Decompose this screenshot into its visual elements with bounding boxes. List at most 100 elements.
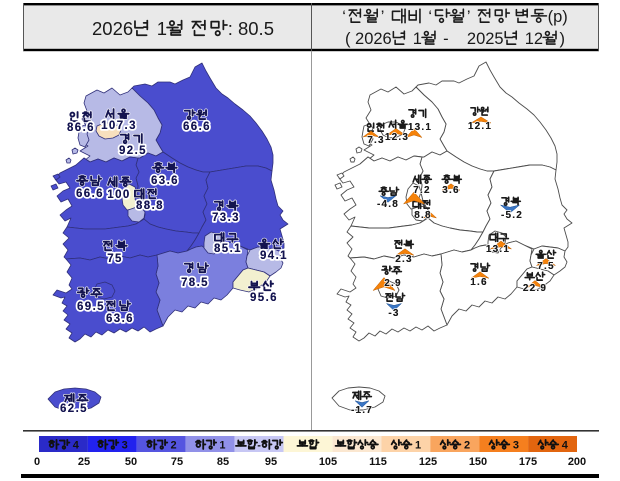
svg-text:’: ’: [467, 8, 475, 26]
svg-text:62.5: 62.5: [60, 403, 88, 415]
svg-text:88.8: 88.8: [136, 200, 164, 212]
svg-text:22.9: 22.9: [523, 283, 547, 294]
svg-text:4: 4: [70, 440, 80, 452]
svg-text:( 2026: ( 2026: [345, 30, 392, 48]
svg-text:-4.8: -4.8: [377, 199, 399, 210]
svg-text:88.8: 88.8: [136, 200, 164, 212]
svg-text:-3: -3: [388, 308, 399, 319]
svg-text:7.5: 7.5: [537, 261, 555, 272]
svg-text:175: 175: [519, 456, 537, 468]
svg-text:(p): (p): [548, 8, 568, 26]
svg-text:92.5: 92.5: [119, 145, 147, 157]
svg-text:3.6: 3.6: [442, 185, 460, 196]
svg-text:4: 4: [559, 440, 569, 452]
svg-text:7.5: 7.5: [537, 261, 555, 272]
svg-text:8.8: 8.8: [414, 210, 432, 221]
svg-text:22.9: 22.9: [523, 283, 547, 294]
svg-text:85.1: 85.1: [214, 243, 242, 255]
svg-text:- 2025: - 2025: [438, 30, 503, 48]
svg-text:66.6: 66.6: [183, 121, 211, 133]
svg-text:13.1: 13.1: [408, 122, 432, 133]
svg-text:2.3: 2.3: [395, 254, 413, 265]
svg-text:69.5: 69.5: [77, 301, 105, 313]
svg-text:1.6: 1.6: [470, 277, 488, 288]
svg-text:2: 2: [167, 440, 176, 452]
svg-text:12.1: 12.1: [468, 121, 492, 132]
svg-text:95: 95: [265, 456, 277, 468]
svg-text:-1.7: -1.7: [351, 405, 373, 416]
svg-text:75: 75: [107, 253, 123, 265]
svg-text:): ): [560, 30, 566, 48]
svg-text:75: 75: [107, 253, 123, 265]
svg-text:‘: ‘: [424, 8, 432, 26]
svg-text:25: 25: [78, 456, 90, 468]
svg-text:0: 0: [34, 456, 40, 468]
svg-text:150: 150: [469, 456, 487, 468]
svg-text:86.6: 86.6: [67, 122, 95, 134]
svg-text:100: 100: [107, 189, 130, 201]
svg-text:3: 3: [119, 440, 128, 452]
svg-text:7.2: 7.2: [413, 185, 431, 196]
svg-text:-5.2: -5.2: [501, 210, 523, 221]
svg-text:7.2: 7.2: [413, 185, 431, 196]
svg-text:13.1: 13.1: [486, 244, 510, 255]
svg-text:: 80.5: : 80.5: [228, 18, 274, 39]
svg-text:8.8: 8.8: [414, 210, 432, 221]
svg-text:92.5: 92.5: [119, 145, 147, 157]
svg-text:-5.2: -5.2: [501, 210, 523, 221]
svg-text:12.3: 12.3: [385, 132, 409, 143]
svg-text:73.3: 73.3: [212, 212, 240, 224]
svg-text:63.6: 63.6: [151, 175, 179, 187]
svg-text:115: 115: [369, 456, 387, 468]
svg-text:2026: 2026: [92, 18, 133, 39]
svg-text:-1.7: -1.7: [351, 405, 373, 416]
svg-text:1: 1: [152, 18, 167, 39]
svg-text:100: 100: [107, 189, 130, 201]
svg-text:13.1: 13.1: [408, 122, 432, 133]
svg-text:94.1: 94.1: [260, 250, 288, 262]
svg-text:105: 105: [319, 456, 337, 468]
svg-text:1.6: 1.6: [470, 277, 488, 288]
svg-text:66.6: 66.6: [76, 188, 104, 200]
svg-text:1: 1: [408, 30, 422, 48]
svg-text:200: 200: [568, 456, 586, 468]
svg-text:66.6: 66.6: [76, 188, 104, 200]
svg-text:2.9: 2.9: [384, 278, 402, 289]
svg-text:62.5: 62.5: [60, 403, 88, 415]
svg-text:1: 1: [216, 440, 225, 452]
svg-text:78.5: 78.5: [181, 277, 209, 289]
svg-text:7.3: 7.3: [367, 135, 385, 146]
svg-text:85: 85: [217, 456, 229, 468]
svg-text:86.6: 86.6: [67, 122, 95, 134]
svg-text:1: 1: [412, 440, 421, 452]
svg-text:107.3: 107.3: [101, 120, 137, 132]
svg-text:2.3: 2.3: [395, 254, 413, 265]
svg-text:78.5: 78.5: [181, 277, 209, 289]
svg-text:125: 125: [419, 456, 437, 468]
svg-text:-4.8: -4.8: [377, 199, 399, 210]
svg-text:13.1: 13.1: [486, 244, 510, 255]
svg-text:3: 3: [510, 440, 519, 452]
svg-text:107.3: 107.3: [101, 120, 137, 132]
svg-text:94.1: 94.1: [260, 250, 288, 262]
svg-text:85.1: 85.1: [214, 243, 242, 255]
svg-text:2: 2: [461, 440, 470, 452]
svg-text:‘: ‘: [342, 8, 346, 26]
svg-text:’: ’: [381, 8, 389, 26]
svg-text:66.6: 66.6: [183, 121, 211, 133]
svg-text:-3: -3: [388, 308, 399, 319]
svg-text:12: 12: [520, 30, 543, 48]
svg-text:75: 75: [171, 456, 183, 468]
svg-text:2.9: 2.9: [384, 278, 402, 289]
svg-text:95.6: 95.6: [250, 292, 278, 304]
svg-text:63.6: 63.6: [106, 313, 134, 325]
svg-text:63.6: 63.6: [106, 313, 134, 325]
svg-text:73.3: 73.3: [212, 212, 240, 224]
svg-text:50: 50: [125, 456, 137, 468]
svg-text:12.3: 12.3: [385, 132, 409, 143]
svg-text:69.5: 69.5: [77, 301, 105, 313]
svg-text:12.1: 12.1: [468, 121, 492, 132]
svg-text:3.6: 3.6: [442, 185, 460, 196]
svg-text:-: -: [257, 440, 261, 452]
svg-text:95.6: 95.6: [250, 292, 278, 304]
